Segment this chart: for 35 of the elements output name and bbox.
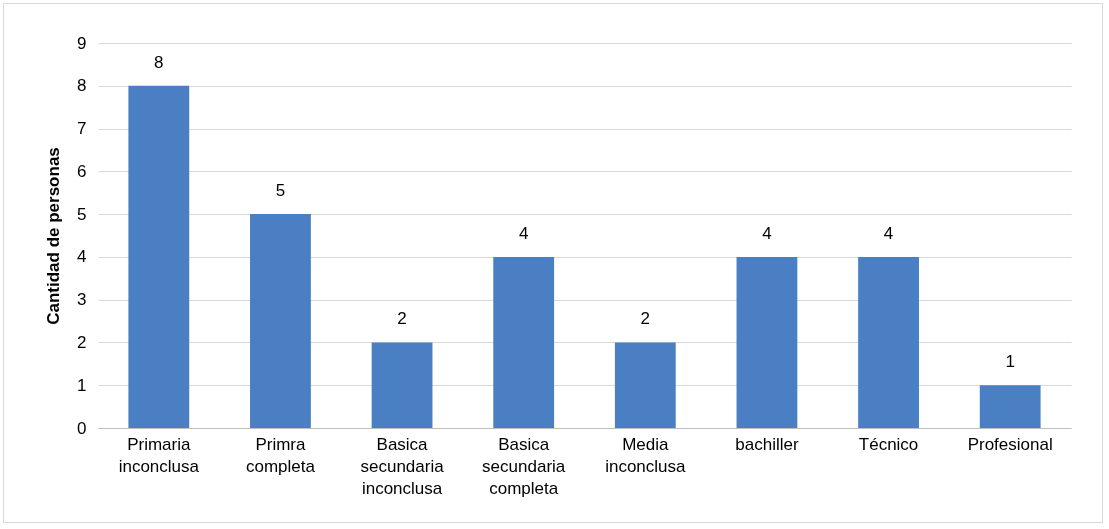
data-label: 4	[883, 223, 894, 243]
bar	[250, 214, 311, 428]
y-axis-title: Cantidad de personas	[44, 147, 64, 325]
y-tick-label: 6	[77, 161, 87, 181]
x-tick-label: Técnico	[858, 434, 919, 454]
data-label: 4	[762, 223, 772, 243]
data-label: 2	[640, 309, 651, 329]
data-label: 1	[1005, 352, 1015, 372]
bar	[128, 85, 190, 428]
data-label: 8	[154, 52, 164, 72]
y-tick-label: 7	[77, 119, 87, 139]
bar	[858, 256, 919, 428]
bar	[493, 256, 555, 428]
x-tick-label: Media inconclusa	[605, 434, 687, 476]
data-label: 5	[275, 181, 286, 201]
x-tick-label: Profesional	[967, 434, 1053, 454]
bar	[614, 342, 676, 428]
y-tick-label: 9	[77, 33, 87, 53]
data-label: 4	[518, 223, 529, 243]
y-tick-label: 0	[77, 418, 87, 438]
bar	[979, 385, 1041, 428]
y-tick-label: 8	[77, 76, 87, 96]
y-tick-label: 1	[77, 375, 87, 395]
bar	[371, 342, 433, 428]
bar	[736, 256, 798, 428]
y-tick-label: 3	[77, 290, 87, 310]
y-tick-label: 4	[77, 247, 87, 267]
x-tick-label: Basica secundaria completa	[482, 434, 566, 498]
data-label: 2	[397, 309, 407, 329]
x-tick-label: bachiller	[735, 434, 799, 454]
y-tick-label: 2	[77, 332, 87, 352]
x-tick-label: Primaria inconclusa	[118, 434, 200, 476]
x-tick-label: Primra completa	[245, 434, 316, 476]
y-tick-label: 5	[77, 204, 87, 224]
x-tick-label: Basica secundaria inconclusa	[360, 434, 445, 498]
